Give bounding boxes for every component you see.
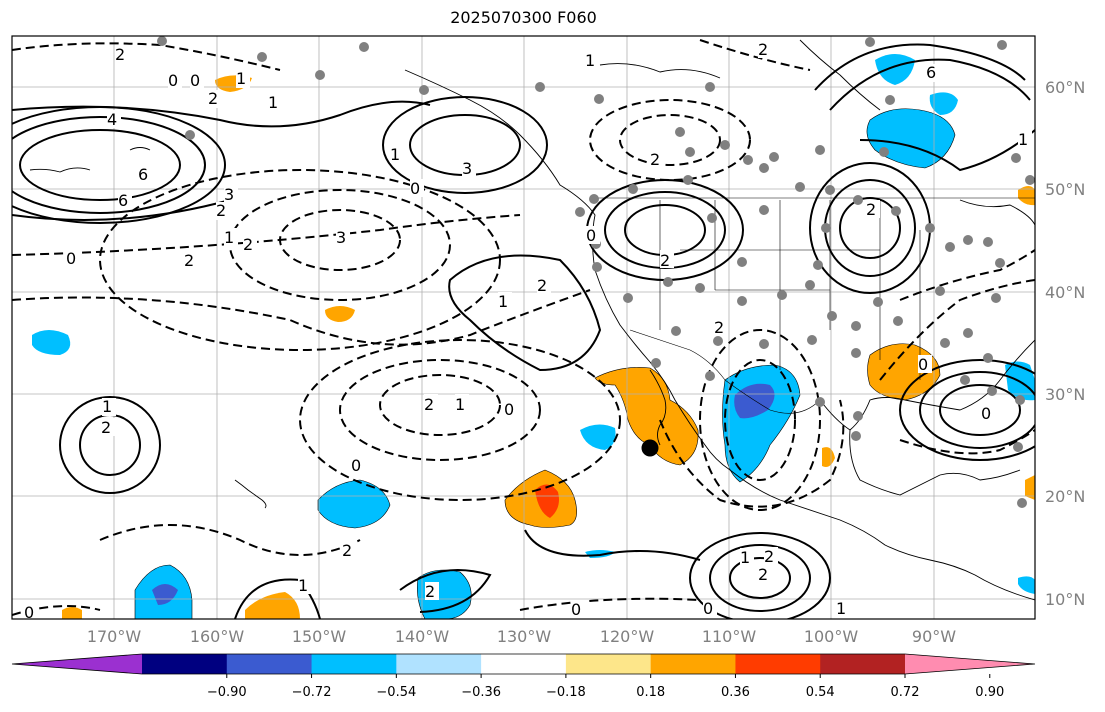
- colorbar-tick-label: −0.36: [461, 685, 501, 700]
- contour-label: 0: [24, 603, 34, 622]
- contour-label: 2: [758, 40, 768, 59]
- lon-label: 160°W: [190, 627, 245, 646]
- lon-label: 90°W: [912, 627, 956, 646]
- contour-label: 3: [224, 185, 234, 204]
- map-frame: [11, 35, 1036, 620]
- contour-label: 2: [101, 418, 111, 437]
- lon-label: 140°W: [395, 627, 450, 646]
- contour-label: 2: [714, 318, 724, 337]
- contour-label: 2: [650, 150, 660, 169]
- contour-label: 1: [102, 397, 112, 416]
- contour-label: 0: [918, 355, 928, 374]
- contour-label: 6: [926, 63, 936, 82]
- contour-label: 1: [268, 93, 278, 112]
- longitude-labels: 170°W 160°W 150°W 140°W 130°W 120°W 110°…: [87, 627, 956, 646]
- colorbar-bin: [820, 654, 906, 674]
- colorbar-tick-label: 0.90: [975, 685, 1004, 700]
- contour-label: 2: [660, 251, 670, 270]
- contour-label: 0: [410, 179, 420, 198]
- colorbar-bin: [226, 654, 313, 674]
- contour-label: 3: [462, 159, 472, 178]
- colorbar-tick-label: −0.72: [292, 685, 332, 700]
- contour-label: 2: [342, 541, 352, 560]
- contour-label: 2: [866, 200, 876, 219]
- contour-label: 1: [236, 69, 246, 88]
- contour-label: 2: [115, 45, 125, 64]
- contour-label: 6: [138, 165, 148, 184]
- colorbar-tick-label: −0.18: [546, 685, 586, 700]
- contour-label: 3: [336, 228, 346, 247]
- lat-label: 40°N: [1045, 283, 1085, 302]
- coastlines: [29, 39, 1035, 601]
- colorbar-extend-max: [905, 654, 1035, 674]
- colorbar-bin: [396, 654, 482, 674]
- contour-label: 1: [1018, 130, 1028, 149]
- colorbar-tick-label: 0.36: [721, 685, 750, 700]
- contour-label: 0: [981, 404, 991, 423]
- contour-label: 2: [537, 276, 547, 295]
- contour-label: 0: [190, 71, 200, 90]
- dashed-contours: [12, 39, 1035, 616]
- colorbar-outline: [11, 653, 1036, 675]
- colorbar-tick-label: 0.72: [891, 685, 920, 700]
- contour-label: 1: [498, 292, 508, 311]
- lat-label: 10°N: [1045, 590, 1085, 609]
- contour-label: 0: [351, 456, 361, 475]
- lon-label: 170°W: [87, 627, 142, 646]
- highlight-marker: [641, 439, 659, 457]
- lon-label: 120°W: [600, 627, 655, 646]
- contour-label: 2: [758, 565, 768, 584]
- lat-label: 60°N: [1045, 78, 1085, 97]
- lon-label: 130°W: [497, 627, 552, 646]
- contour-label: 6: [118, 191, 128, 210]
- contour-label: 2: [243, 235, 253, 254]
- colorbar-extend-min: [12, 654, 142, 674]
- contour-label: 1: [740, 548, 750, 567]
- colorbar-bin: [650, 654, 736, 674]
- map-title: 2025070300 F060: [450, 8, 597, 27]
- contour-label: 1: [298, 576, 308, 595]
- contour-label: 0: [168, 71, 178, 90]
- shading-layer: [32, 54, 1035, 619]
- colorbar-tick-label: 0.18: [636, 685, 665, 700]
- lat-label: 50°N: [1045, 180, 1085, 199]
- contour-label: 1: [836, 599, 846, 618]
- colorbar-bin: [735, 654, 821, 674]
- contour-label: 2: [208, 89, 218, 108]
- lon-label: 100°W: [804, 627, 859, 646]
- lon-label: 150°W: [292, 627, 347, 646]
- contour-label: 0: [586, 226, 596, 245]
- colorbar-bin: [142, 654, 228, 674]
- colorbar-tick-label: −0.90: [207, 685, 247, 700]
- lon-label: 110°W: [702, 627, 757, 646]
- contour-label: 2: [184, 251, 194, 270]
- contour-label: 0: [571, 600, 581, 619]
- colorbar-bin: [565, 654, 652, 674]
- colorbar-bin: [481, 654, 567, 674]
- colorbar-bin: [311, 654, 397, 674]
- contour-label: 1: [224, 228, 234, 247]
- contour-label: 1: [585, 51, 595, 70]
- contour-label: 2: [425, 582, 435, 601]
- lat-label: 30°N: [1045, 385, 1085, 404]
- contour-label: 2: [764, 547, 774, 566]
- contour-label: 2: [424, 395, 434, 414]
- colorbar-tick-label: 0.54: [806, 685, 835, 700]
- colorbar-tick-label: −0.54: [376, 685, 416, 700]
- contour-label: 0: [703, 599, 713, 618]
- contour-label: 1: [390, 145, 400, 164]
- contour-label: 1: [455, 395, 465, 414]
- lat-label: 20°N: [1045, 487, 1085, 506]
- latitude-labels: 60°N 50°N 40°N 30°N 20°N 10°N: [1045, 78, 1085, 609]
- contour-label: 0: [66, 249, 76, 268]
- contour-label-layer: 2 1 0 2 1 0 4 6 6 3 2 3 0 1 1 2 6 0 2 2 …: [24, 40, 1032, 622]
- station-markers: [157, 36, 1035, 508]
- colorbar: −0.90 −0.72 −0.54 −0.36 −0.18 0.18 0.36 0.54 0.7…: [11, 653, 1036, 700]
- contour-label: 2: [216, 201, 226, 220]
- contour-label: 4: [107, 110, 117, 129]
- contour-label: 0: [504, 400, 514, 419]
